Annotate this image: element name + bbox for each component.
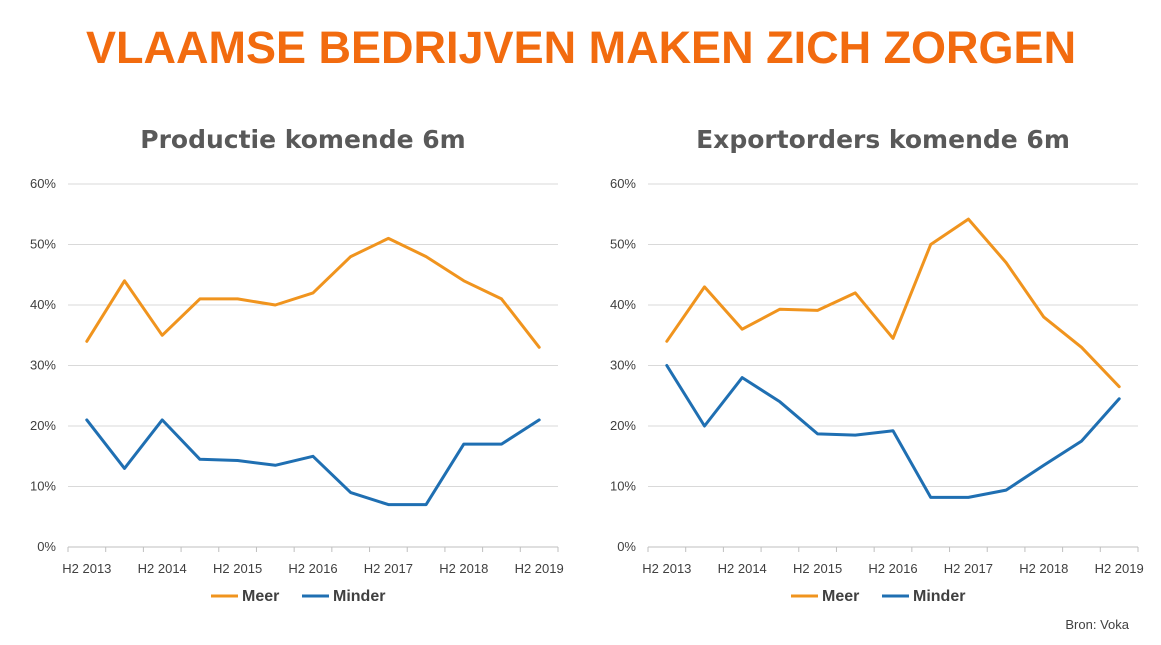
y-tick-label: 50% (30, 237, 56, 252)
legend-label-minder: Minder (333, 588, 385, 605)
x-tick-label: H2 2016 (288, 561, 337, 576)
source-note: Bron: Voka (1065, 617, 1129, 632)
x-tick-label: H2 2017 (364, 561, 413, 576)
x-tick-label: H2 2018 (439, 561, 488, 576)
legend-label-meer: Meer (822, 588, 859, 605)
y-tick-label: 20% (610, 418, 636, 433)
y-tick-label: 10% (610, 479, 636, 494)
y-tick-label: 50% (610, 237, 636, 252)
chart-exportorders: Exportorders komende 6m 0% 10% 20% 30% 40% 50%… (590, 110, 1160, 620)
y-tick-label: 0% (617, 539, 636, 554)
series-line-minder (665, 364, 1121, 499)
series-line-meer (85, 236, 541, 349)
series-line-meer (665, 217, 1121, 389)
x-tick-label: H2 2019 (515, 561, 564, 576)
x-tick-label: H2 2014 (718, 561, 767, 576)
y-tick-label: 20% (30, 418, 56, 433)
x-tick-label: H2 2016 (868, 561, 917, 576)
y-tick-label: 40% (30, 297, 56, 312)
y-tick-label: 0% (37, 539, 56, 554)
y-tick-label: 30% (30, 358, 56, 373)
y-tick-label: 30% (610, 358, 636, 373)
chart-productie: Productie komende 6m 0% 10% 20% 30% 40% 50% 60%… (10, 110, 580, 620)
legend-label-meer: Meer (242, 588, 279, 605)
x-tick-label: H2 2017 (944, 561, 993, 576)
x-tick-label: H2 2018 (1019, 561, 1068, 576)
y-tick-label: 60% (610, 176, 636, 191)
legend-label-minder: Minder (913, 588, 965, 605)
y-tick-label: 40% (610, 297, 636, 312)
x-tick-label: H2 2013 (62, 561, 111, 576)
y-tick-label: 60% (30, 176, 56, 191)
chart-svg: Productie komende 6m 0% 10% 20% 30% 40% 50% 60%… (30, 125, 564, 605)
x-tick-label: H2 2015 (213, 561, 262, 576)
x-tick-label: H2 2014 (138, 561, 187, 576)
x-tick-label: H2 2015 (793, 561, 842, 576)
page-title: VLAAMSE BEDRIJVEN MAKEN ZICH ZORGEN (86, 22, 1077, 73)
chart-title: Productie komende 6m (140, 125, 465, 154)
series-line-minder (85, 418, 541, 507)
chart-svg: Exportorders komende 6m 0% 10% 20% 30% 40% 50%… (610, 125, 1144, 605)
y-tick-label: 10% (30, 479, 56, 494)
chart-title: Exportorders komende 6m (696, 125, 1070, 154)
x-tick-label: H2 2019 (1095, 561, 1144, 576)
x-tick-label: H2 2013 (642, 561, 691, 576)
